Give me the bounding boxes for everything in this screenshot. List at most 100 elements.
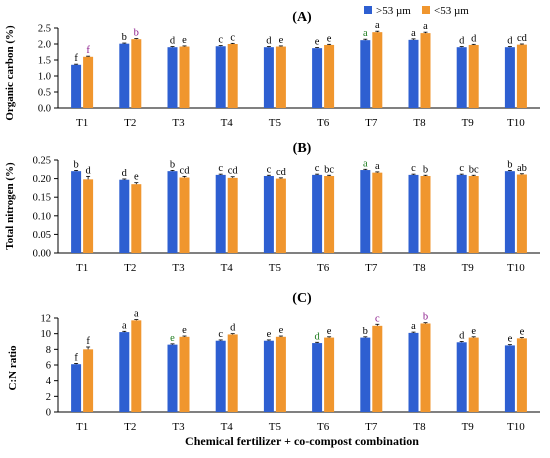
panel-b-significance-letter: a (375, 161, 380, 172)
panel-c-significance-letter: e (508, 334, 513, 345)
panel-b-bar-gt53 (312, 174, 323, 253)
panel-a-significance-letter: a (363, 28, 368, 39)
panel-a-bar-lt53 (372, 32, 383, 108)
panel-c-ytick-label: 10 (41, 329, 52, 340)
panel-c-bar-lt53 (179, 336, 190, 412)
panel-a-category-label: T2 (124, 117, 136, 129)
panel-a-ytick-label: 2.0 (38, 40, 51, 51)
panel-a-bar-gt53 (312, 48, 323, 108)
panel-a-bar-lt53 (275, 46, 286, 108)
panel-b-bar-gt53 (408, 174, 419, 253)
panel-c-category-label: T9 (462, 421, 475, 433)
legend-swatch-series-1 (422, 6, 430, 14)
panel-c-significance-letter: d (459, 331, 465, 342)
panel-c-bar-gt53 (360, 337, 371, 412)
panel-b-significance-letter: b (423, 164, 428, 175)
panel-a-category-label: T7 (365, 117, 378, 129)
panel-c-bar-gt53 (408, 332, 419, 412)
panel-c-ylabel: C:N ratio (7, 345, 19, 390)
panel-c-category-label: T8 (413, 421, 426, 433)
panel-b-ytick-label: 0.15 (33, 193, 51, 204)
panel-a-ytick-label: 1.0 (38, 72, 51, 83)
panel-a-bar-gt53 (456, 47, 467, 108)
panel-c-category-label: T3 (172, 421, 185, 433)
panel-a-significance-letter: c (230, 32, 235, 43)
panel-a-significance-letter: f (86, 45, 90, 56)
panel-a-significance-letter: e (327, 33, 332, 44)
panel-c-bar-lt53 (420, 323, 431, 412)
panel-a-bar-gt53 (167, 47, 178, 108)
panel-b-significance-letter: b (507, 159, 512, 170)
panel-b-bar-lt53 (324, 175, 335, 253)
panel-b-significance-letter: d (85, 165, 91, 176)
panel-a-significance-letter: d (170, 36, 176, 47)
panel-b-ytick-label: 0.00 (33, 249, 51, 260)
panel-a-category-label: T3 (172, 117, 185, 129)
panel-a-significance-letter: d (471, 33, 477, 44)
panel-c-significance-letter: b (423, 312, 428, 323)
panel-b-category-label: T5 (269, 262, 282, 274)
panel-a-significance-letter: cd (517, 33, 528, 44)
panel-c-bar-lt53 (324, 337, 335, 412)
panel-a-bar-gt53 (119, 43, 130, 108)
panel-a-ytick-label: 0.0 (38, 104, 51, 115)
panel-c-category-label: T6 (317, 421, 330, 433)
panel-b-significance-letter: cd (228, 166, 239, 177)
panel-b-significance-letter: bc (324, 164, 334, 175)
panel-b-significance-letter: b (170, 159, 175, 170)
panel-a-bar-lt53 (516, 44, 527, 108)
panel-b-significance-letter: cd (180, 165, 191, 176)
panel-b-significance-letter: bc (469, 164, 479, 175)
legend-swatch-series-0 (364, 6, 372, 14)
panel-b-category-label: T10 (507, 262, 525, 274)
panel-b-significance-letter: c (218, 163, 223, 174)
panel-c-category-label: T10 (507, 421, 525, 433)
panel-b-category-label: T3 (172, 262, 185, 274)
panel-a-category-label: T10 (507, 117, 525, 129)
panel-a-title: (A) (292, 10, 312, 25)
panel-a-significance-letter: e (315, 37, 320, 48)
panel-a-significance-letter: a (411, 28, 416, 39)
panel-c-category-label: T2 (124, 421, 136, 433)
panel-c-bar-gt53 (71, 364, 82, 412)
panel-c-bar-lt53 (131, 320, 142, 412)
panel-c-bar-gt53 (312, 343, 323, 412)
panel-a-significance-letter: f (74, 53, 78, 64)
legend-label-series-0: >53 µm (376, 5, 411, 17)
panel-a-bar-gt53 (71, 64, 82, 108)
panel-b-bar-lt53 (179, 177, 190, 253)
panel-a-ytick-label: 1.5 (38, 56, 51, 67)
panel-c-bar-gt53 (263, 340, 274, 412)
panel-b-significance-letter: ab (517, 163, 527, 174)
panel-c-category-label: T4 (221, 421, 234, 433)
panel-c-significance-letter: e (520, 327, 525, 338)
panel-a-bar-gt53 (263, 47, 274, 108)
panel-a-significance-letter: b (134, 28, 139, 39)
panel-c-significance-letter: b (363, 326, 368, 337)
panel-b-significance-letter: c (411, 163, 416, 174)
panel-c-significance-letter: a (134, 309, 139, 320)
legend: >53 µm <53 µm (364, 5, 469, 17)
panel-b-bar-lt53 (516, 174, 527, 253)
panel-a-category-label: T6 (317, 117, 330, 129)
panel-a-significance-letter: e (279, 35, 284, 46)
panel-a-ytick-label: 0.5 (38, 88, 51, 99)
panel-b-ytick-label: 0.05 (33, 230, 51, 241)
panel-a-bar-lt53 (179, 46, 190, 108)
panel-b-title: (B) (293, 141, 312, 156)
panel-b-bar-gt53 (119, 179, 130, 253)
panel-b-significance-letter: e (134, 172, 139, 183)
panel-c: (C) C:N ratio 024681012T1ffT2aaT3eeT4cdT… (7, 291, 540, 433)
panel-a-category-label: T4 (221, 117, 234, 129)
panel-a-bar-gt53 (360, 40, 371, 108)
panel-a-bar-lt53 (83, 56, 94, 108)
panel-b-category-label: T4 (221, 262, 234, 274)
panel-a-bar-lt53 (131, 39, 142, 109)
panel-c-bar-gt53 (215, 340, 226, 412)
panel-a-category-label: T5 (269, 117, 282, 129)
panel-a-significance-letter: a (423, 21, 428, 32)
panel-b-category-label: T1 (76, 262, 88, 274)
panel-a-bar-lt53 (468, 44, 479, 108)
panel-c-significance-letter: c (218, 329, 223, 340)
panel-c-significance-letter: f (74, 352, 78, 363)
